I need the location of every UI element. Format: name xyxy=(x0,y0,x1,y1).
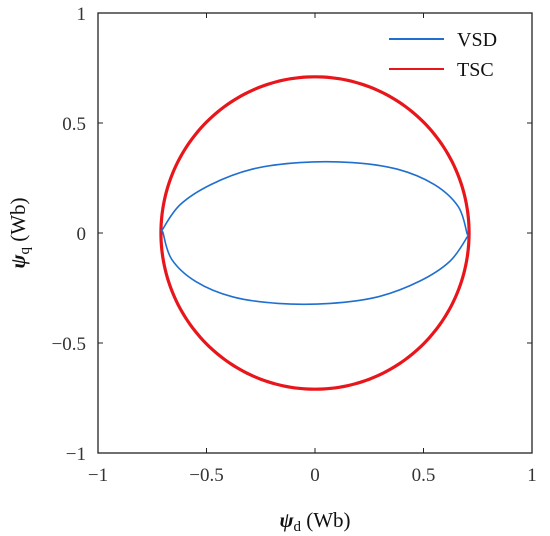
x-axis-label: ψd (Wb) xyxy=(279,508,350,535)
y-tick-label: −0.5 xyxy=(52,334,86,355)
legend-label-tsc: TSC xyxy=(457,59,494,81)
x-tick-label: −1 xyxy=(88,465,108,486)
y-axis-ticks: −1 −0.5 0 0.5 1 xyxy=(52,4,532,465)
plot-area: −1 −0.5 0 0.5 1 −1 −0.5 0 0.5 1 xyxy=(52,4,537,486)
y-tick-label: 1 xyxy=(77,4,87,25)
x-tick-label: 1 xyxy=(527,465,537,486)
y-axis-label: ψq (Wb) xyxy=(6,197,33,268)
y-tick-label: 0.5 xyxy=(62,114,86,135)
y-tick-label: 0 xyxy=(77,224,87,245)
x-axis-ticks: −1 −0.5 0 0.5 1 xyxy=(88,13,537,486)
x-tick-label: 0 xyxy=(310,465,320,486)
x-tick-label: 0.5 xyxy=(412,465,436,486)
x-tick-label: −0.5 xyxy=(189,465,223,486)
series-tsc-line xyxy=(159,75,471,391)
y-tick-label: −1 xyxy=(66,444,86,465)
legend-label-vsd: VSD xyxy=(457,29,497,51)
legend: VSD TSC xyxy=(389,29,497,81)
series-layer xyxy=(159,75,471,391)
series-vsd-line xyxy=(160,160,470,306)
